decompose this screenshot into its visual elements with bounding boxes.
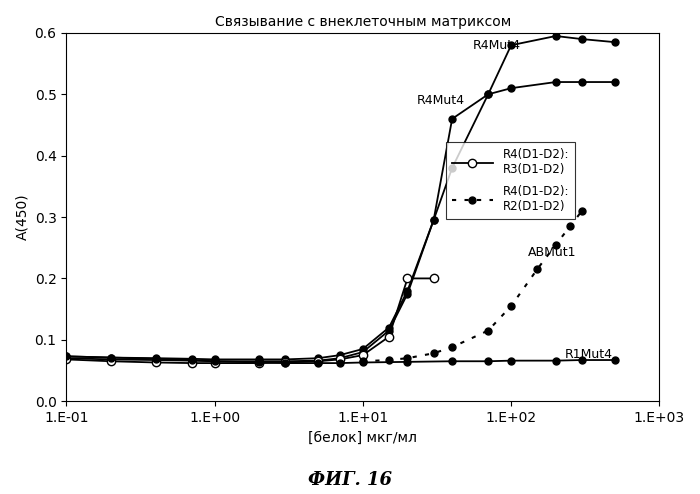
X-axis label: [белок] мкг/мл: [белок] мкг/мл xyxy=(309,430,417,445)
Text: ФИГ. 16: ФИГ. 16 xyxy=(308,471,392,489)
Y-axis label: A(450): A(450) xyxy=(15,194,29,241)
Title: Связывание с внеклеточным матриксом: Связывание с внеклеточным матриксом xyxy=(215,15,511,29)
Text: R4Mut4: R4Mut4 xyxy=(473,39,521,52)
Legend: R4(D1-D2):
R3(D1-D2), R4(D1-D2):
R2(D1-D2): R4(D1-D2): R3(D1-D2), R4(D1-D2): R2(D1-D… xyxy=(446,142,575,219)
Text: R1Mut4: R1Mut4 xyxy=(565,348,612,361)
Text: ABMut1: ABMut1 xyxy=(528,246,577,259)
Text: R4Mut4: R4Mut4 xyxy=(416,93,465,107)
